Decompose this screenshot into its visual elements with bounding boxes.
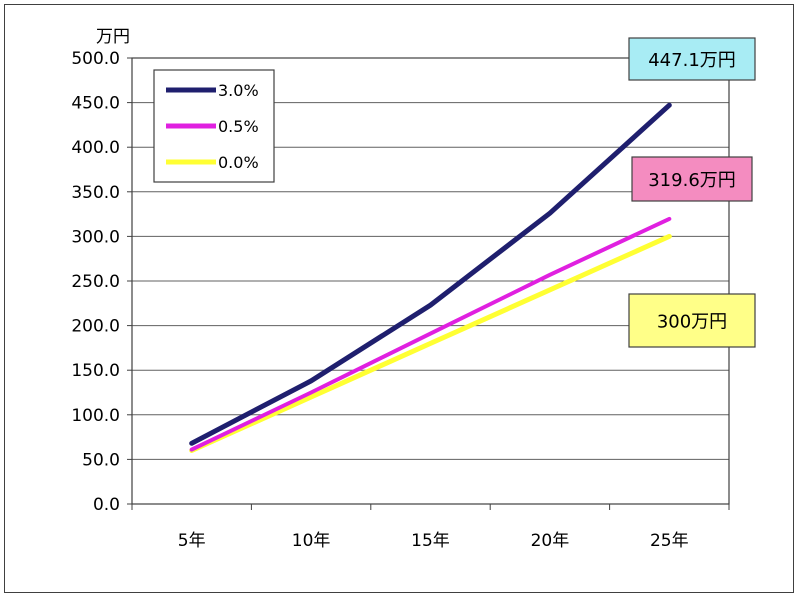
x-tick-label: 15年	[411, 531, 450, 551]
x-tick-label: 5年	[178, 531, 206, 551]
y-tick-label: 400.0	[71, 138, 120, 158]
legend-label: 0.0%	[218, 153, 259, 172]
y-tick-label: 500.0	[71, 49, 120, 69]
callout-label: 319.6万円	[648, 170, 736, 191]
x-axis-ticks: 5年 10年 15年 20年 25年	[131, 504, 730, 551]
y-tick-label: 450.0	[71, 94, 120, 114]
callout-1: 447.1万円	[628, 37, 756, 81]
y-tick-label: 150.0	[71, 361, 120, 381]
y-tick-label: 200.0	[71, 317, 120, 337]
legend-label: 0.5%	[218, 117, 259, 136]
series-line-00	[189, 233, 672, 453]
y-axis-unit-label: 万円	[96, 27, 130, 47]
y-tick-label: 250.0	[71, 272, 120, 292]
callout-box	[631, 156, 753, 202]
series-line-05	[189, 216, 672, 452]
y-tick-label: 100.0	[71, 406, 120, 426]
y-tick-label: 0.0	[93, 495, 120, 515]
y-axis-ticks: 0.0 50.0 100.0 150.0 200.0 250.0 300.0 350.0 400…	[71, 49, 132, 515]
callout-label: 447.1万円	[648, 50, 736, 71]
callout-box	[628, 293, 756, 348]
y-tick-label: 300.0	[71, 227, 120, 247]
callout-label: 300万円	[657, 312, 727, 333]
y-tick-label: 350.0	[71, 183, 120, 203]
legend: 3.0% 0.5% 0.0%	[153, 69, 275, 183]
series-layer	[189, 102, 672, 453]
x-tick-label: 10年	[292, 531, 331, 551]
callout-layer: 447.1万円 319.6万円 300万円	[628, 37, 756, 348]
legend-label: 3.0%	[218, 81, 259, 100]
series-line-30	[189, 102, 672, 446]
y-tick-label: 50.0	[82, 450, 120, 470]
callout-box	[628, 37, 756, 81]
x-tick-label: 25年	[650, 531, 689, 551]
x-tick-label: 20年	[531, 531, 570, 551]
callout-2: 319.6万円	[631, 156, 753, 202]
callout-3: 300万円	[628, 293, 756, 348]
